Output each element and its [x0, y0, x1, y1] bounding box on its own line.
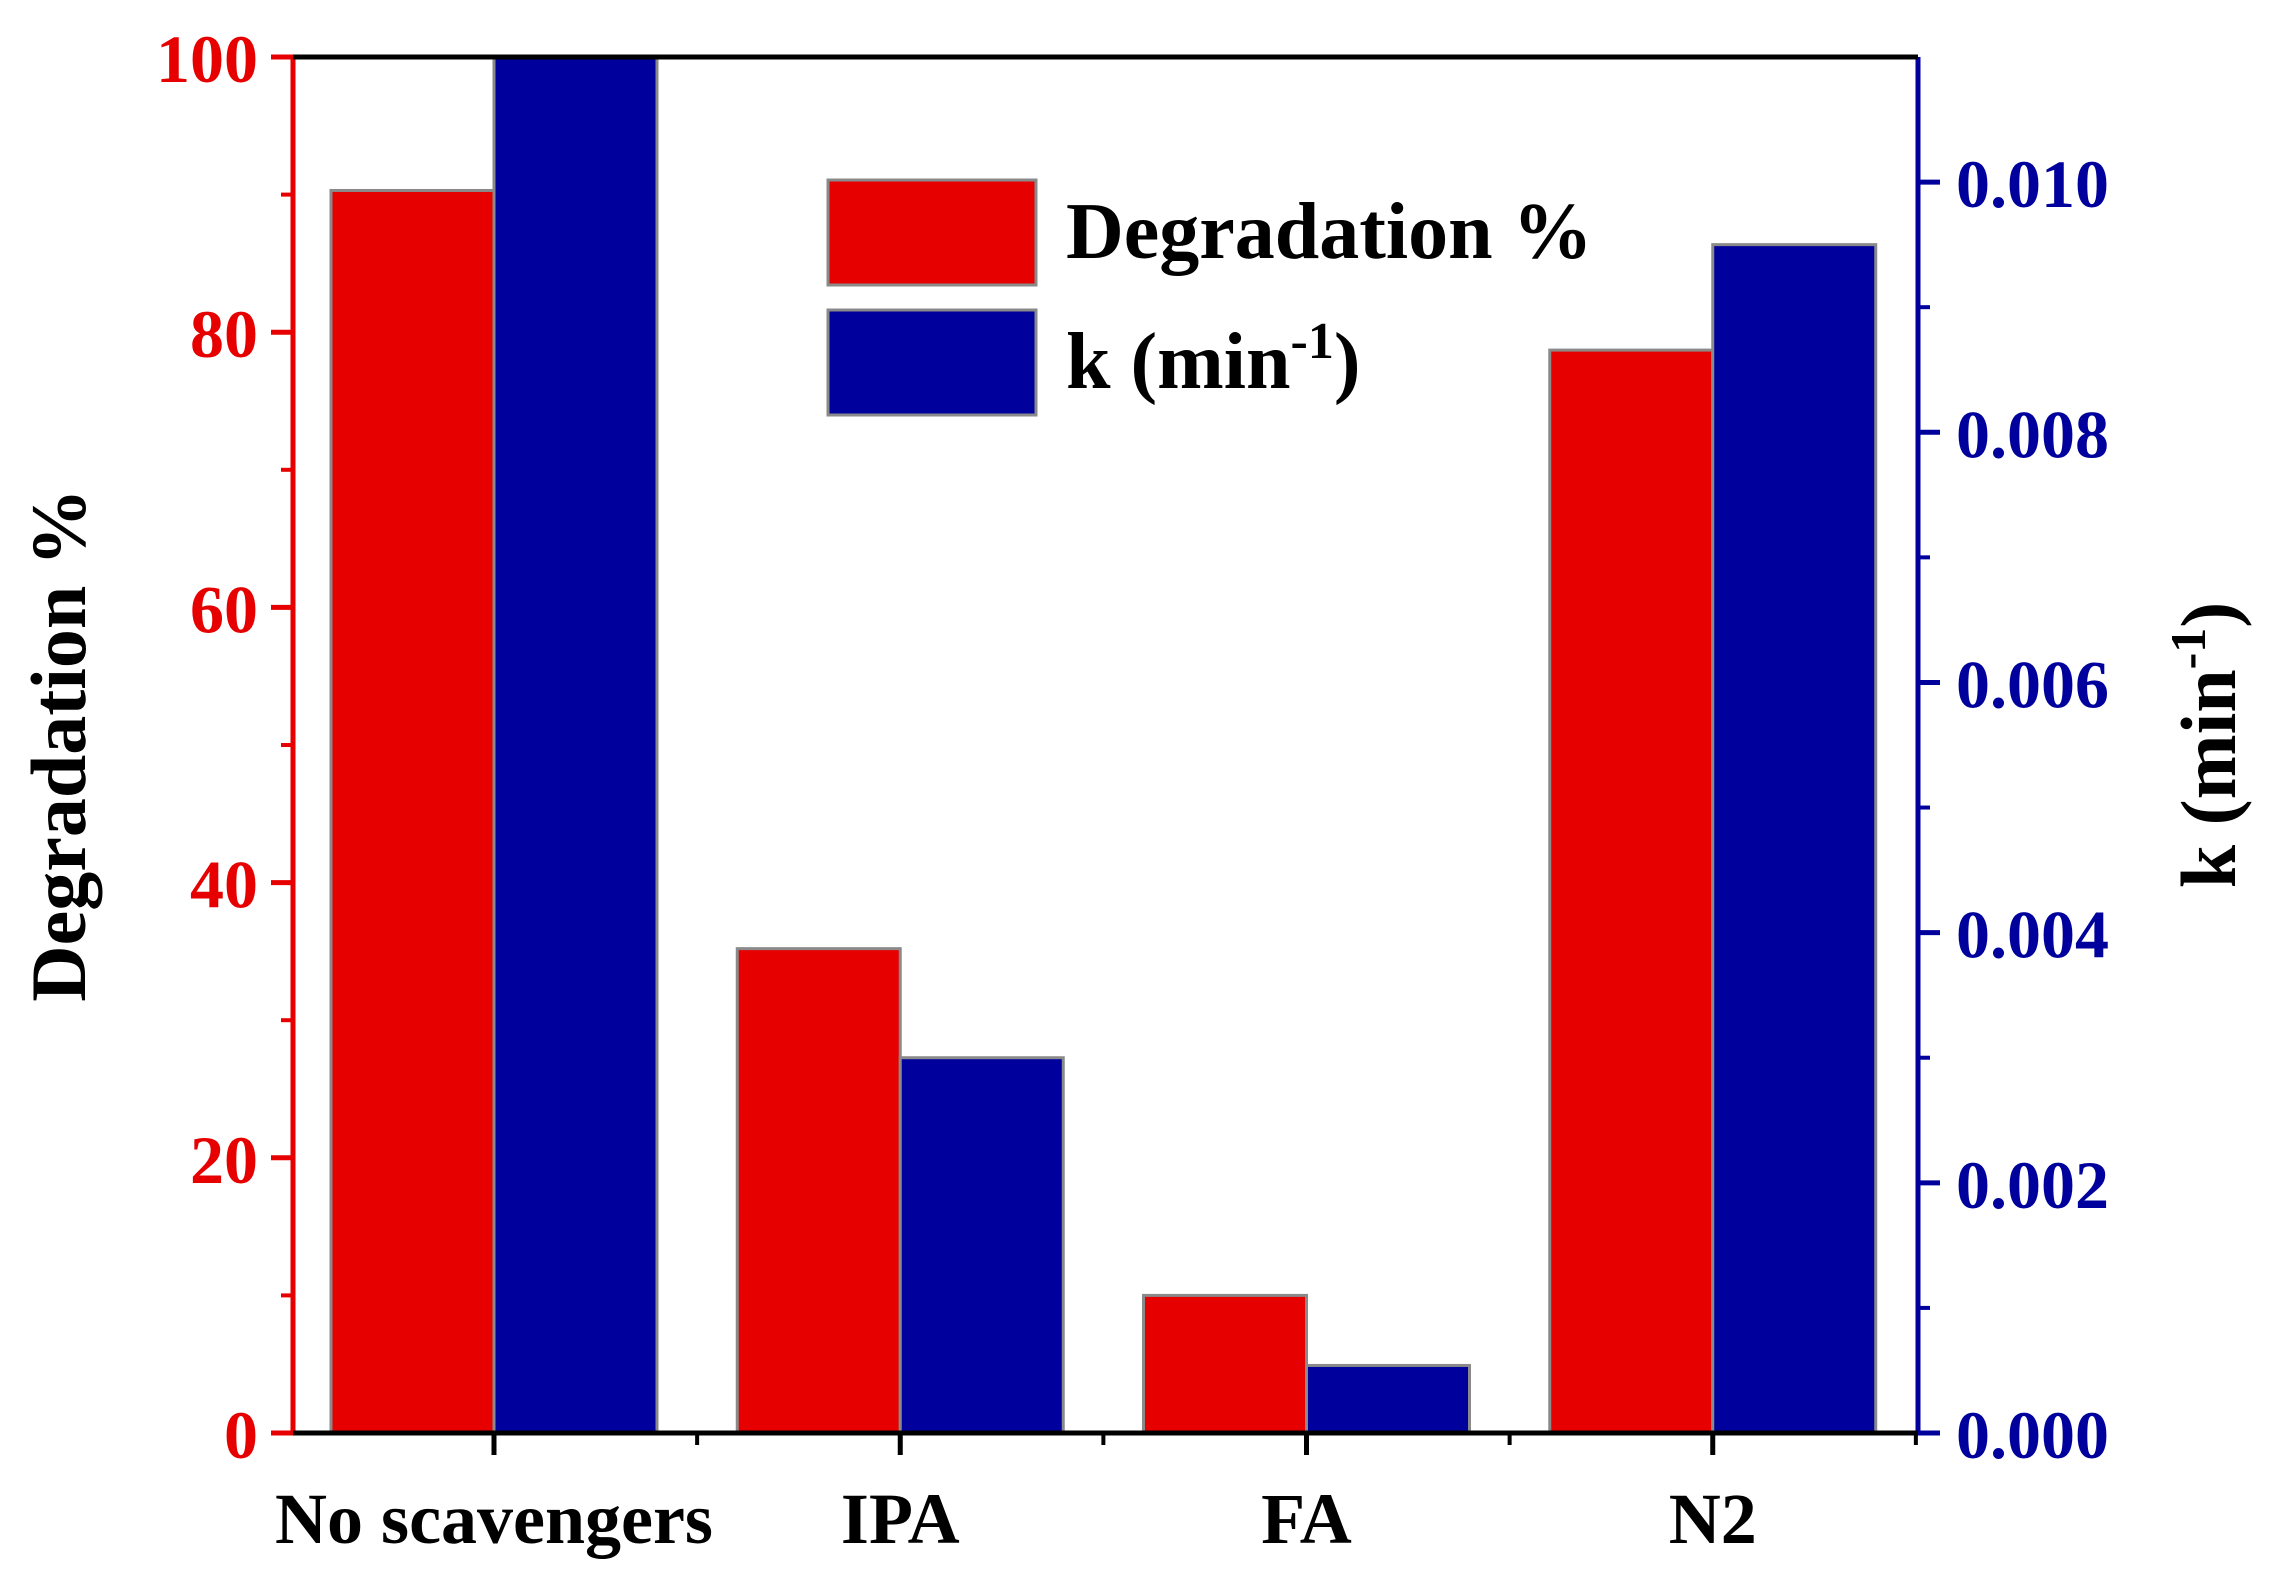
bar-k-1: [898, 1056, 1065, 1435]
right-axis-title-end: ): [2165, 602, 2252, 628]
legend-label-end: ): [1334, 318, 1361, 406]
left-tick-label: 40: [190, 847, 258, 923]
bar-degradation-0: [329, 188, 496, 1435]
right-tick-label: 0.002: [1956, 1147, 2109, 1223]
right-tick-label: 0.000: [1956, 1397, 2109, 1473]
legend-swatch-1: [826, 308, 1038, 417]
bar-k-2: [1305, 1363, 1471, 1435]
bar-degradation-3: [1548, 348, 1715, 1435]
legend-label-sup: -1: [1291, 313, 1334, 370]
left-tick-label: 0: [224, 1397, 258, 1473]
bars-layer: [329, 55, 1878, 1435]
bar-degradation-1: [735, 947, 902, 1435]
left-tick-label: 60: [190, 571, 258, 647]
legend-label-main: Degradation %: [1066, 188, 1593, 276]
right-tick-label: 0.004: [1956, 897, 2109, 973]
bar-k-0: [492, 55, 659, 1435]
right-tick-label: 0.006: [1956, 646, 2109, 722]
left-tick-label: 80: [190, 296, 258, 372]
bar-k-3: [1711, 243, 1878, 1435]
x-category-label: N2: [1669, 1479, 1757, 1559]
right-tick-label: 0.010: [1956, 146, 2109, 222]
right-axis-title: k (min-1): [2160, 602, 2252, 889]
left-axis-title: Degradation %: [15, 488, 102, 1001]
left-tick-label: 100: [156, 21, 258, 97]
right-axis-title-main: k (min: [2165, 669, 2252, 888]
legend-swatch-0: [826, 178, 1038, 287]
right-axis-title-sup: -1: [2160, 628, 2216, 670]
legend: Degradation % k (min-1): [826, 178, 1593, 417]
labels-layer: 0 20 40 60 80 100 0.000 0.002 0.004 0.006 0.008 0.0…: [15, 21, 2252, 1559]
x-category-label: IPA: [841, 1479, 960, 1559]
x-category-label: No scavengers: [275, 1479, 713, 1559]
left-tick-label: 20: [190, 1122, 258, 1198]
legend-label-main: k (min: [1066, 318, 1291, 406]
legend-label-0: Degradation %: [1066, 188, 1593, 276]
axes-layer: [271, 54, 1940, 1455]
legend-label-1: k (min-1): [1066, 313, 1360, 406]
right-tick-label: 0.008: [1956, 396, 2109, 472]
x-category-label: FA: [1261, 1479, 1352, 1559]
bar-degradation-2: [1142, 1293, 1308, 1435]
